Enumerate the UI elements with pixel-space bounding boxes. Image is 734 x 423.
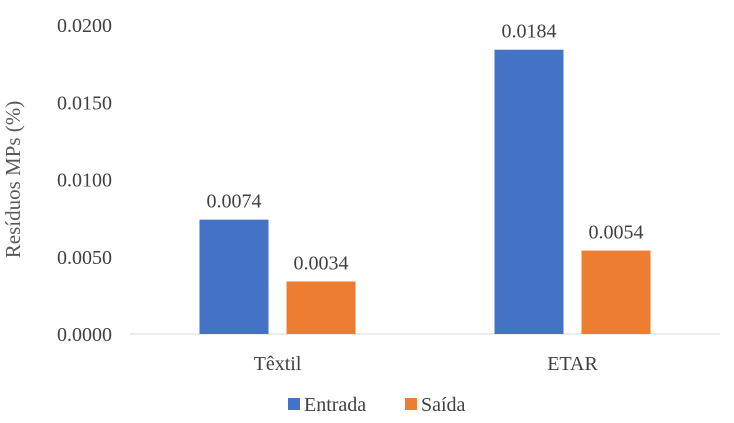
category-label: ETAR: [547, 353, 598, 375]
legend: Entrada Saída: [288, 394, 466, 416]
category-label: Têxtil: [254, 353, 302, 375]
y-axis-label: Resíduos MPs (%): [1, 101, 25, 259]
y-tick-label: 0.0050: [57, 247, 112, 269]
x-axis-categories: Têxtil ETAR: [254, 353, 599, 375]
legend-swatch-entrada: [288, 398, 300, 410]
legend-swatch-saída: [405, 398, 417, 410]
bar-saída-1: [581, 250, 651, 334]
bars: 0.0074 0.0034 0.0184 0.0054: [199, 21, 651, 334]
data-label: 0.0074: [207, 191, 262, 213]
y-tick-label: 0.0150: [57, 92, 112, 114]
y-tick-label: 0.0000: [57, 324, 112, 346]
y-tick-label: 0.0100: [57, 170, 112, 192]
legend-label: Saída: [421, 394, 466, 416]
bar-entrada-1: [494, 49, 564, 334]
bar-entrada-0: [199, 219, 269, 334]
data-label: 0.0184: [502, 21, 557, 43]
data-label: 0.0034: [294, 252, 349, 274]
data-label: 0.0054: [589, 222, 644, 244]
legend-label: Entrada: [304, 394, 366, 416]
y-tick-label: 0.0200: [57, 15, 112, 37]
y-axis-ticks: 0.0000 0.0050 0.0100 0.0150 0.0200: [57, 15, 112, 346]
bar-saída-0: [286, 281, 356, 334]
